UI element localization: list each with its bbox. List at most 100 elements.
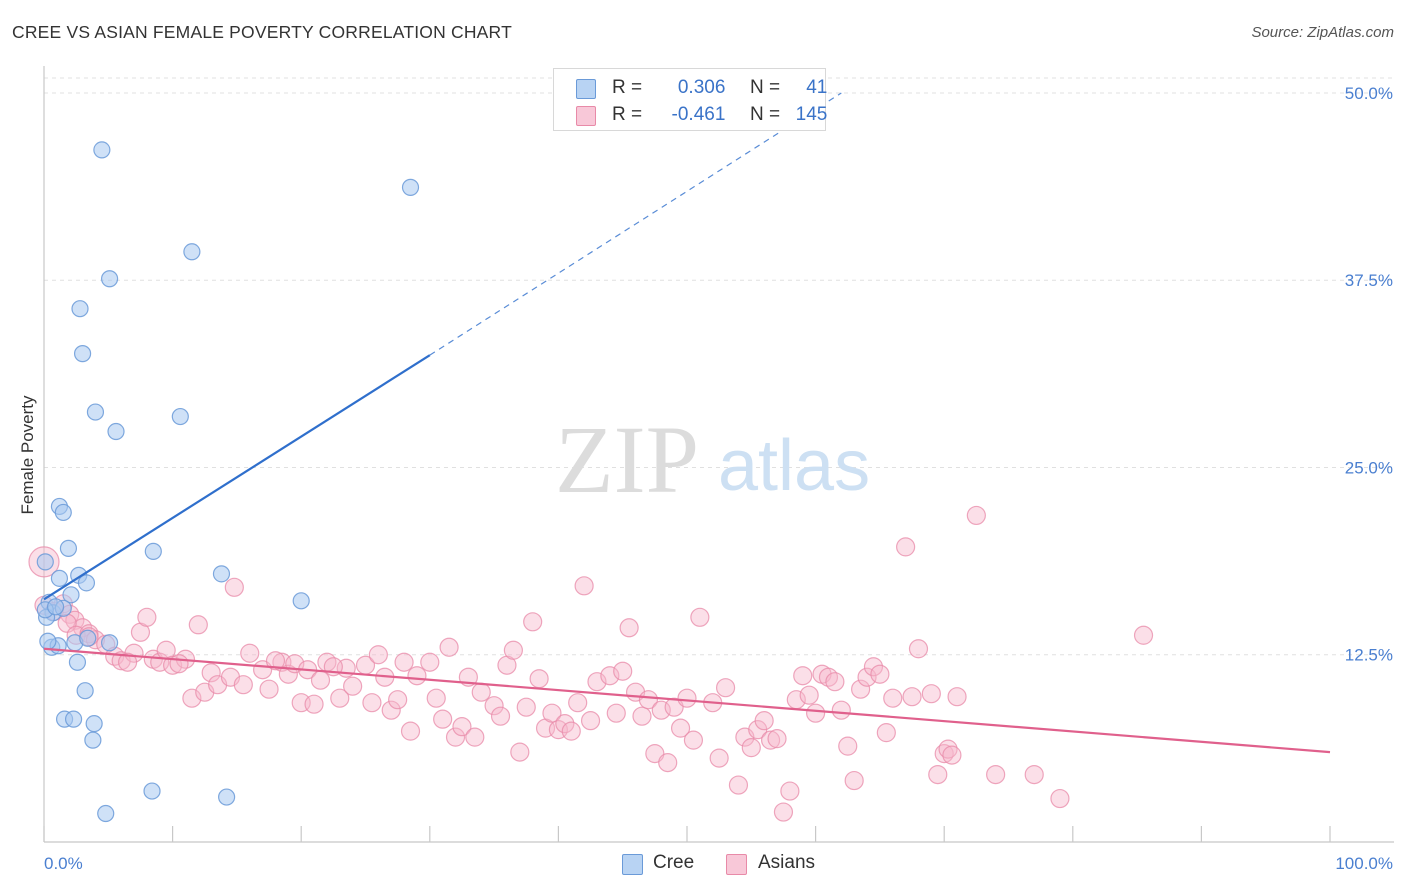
asian-point xyxy=(433,709,453,729)
asian-point xyxy=(851,679,871,699)
asian-point xyxy=(986,764,1006,785)
asian-point xyxy=(420,652,440,672)
cree-point xyxy=(59,539,78,557)
asian-point xyxy=(224,577,244,597)
x-tick-label: 100.0% xyxy=(1335,854,1393,873)
cree-point xyxy=(85,715,103,733)
asian-point xyxy=(831,700,851,720)
cree-point xyxy=(77,574,96,592)
asians-legend-label: Asians xyxy=(758,852,816,873)
cree-point xyxy=(39,632,57,650)
asian-point xyxy=(728,775,749,795)
asian-point xyxy=(445,727,466,747)
asian-point xyxy=(542,703,562,723)
cree-points xyxy=(36,141,420,823)
asian-point xyxy=(388,690,408,710)
asian-point xyxy=(362,693,382,713)
cree-point xyxy=(62,586,80,604)
asian-point xyxy=(947,687,967,707)
legend-n-label: N = xyxy=(749,77,781,98)
asian-point xyxy=(928,764,948,785)
asian-point xyxy=(510,742,530,762)
y-tick-label: 37.5% xyxy=(1345,271,1393,290)
axes xyxy=(43,66,1394,843)
asian-point xyxy=(516,697,536,717)
cree-point xyxy=(46,598,65,616)
asian-point xyxy=(677,688,697,708)
cree-point xyxy=(54,503,72,522)
asian-point xyxy=(709,748,729,768)
asian-point xyxy=(580,711,601,731)
asian-point xyxy=(426,688,446,708)
asian-point xyxy=(259,679,279,699)
y-tick-label: 12.5% xyxy=(1345,646,1393,665)
cree-point xyxy=(64,710,83,728)
cree-point xyxy=(68,653,87,671)
asian-point xyxy=(407,666,427,686)
cree-legend-swatch xyxy=(622,854,643,875)
asian-point xyxy=(600,666,620,686)
cree-point xyxy=(218,788,236,806)
cree-point xyxy=(212,565,231,583)
asian-point xyxy=(304,694,324,714)
asian-point xyxy=(117,652,138,672)
asian-point xyxy=(503,640,523,660)
asian-point xyxy=(793,666,813,686)
asian-point xyxy=(883,688,903,708)
asian-point xyxy=(844,770,864,791)
legend-r-value: 0.306 xyxy=(677,77,726,98)
asian-point xyxy=(773,802,794,822)
asian-point xyxy=(233,675,253,695)
asian-point xyxy=(606,703,626,723)
grid-lines xyxy=(44,77,1394,656)
cree-point xyxy=(93,141,111,159)
cree-point xyxy=(401,178,420,196)
asian-point xyxy=(966,505,986,526)
asian-point xyxy=(471,682,491,702)
asian-point xyxy=(240,643,260,663)
asian-point xyxy=(523,612,543,632)
asian-point xyxy=(690,607,710,627)
cree-swatch xyxy=(576,79,596,99)
cree-point xyxy=(86,403,105,421)
asian-point xyxy=(330,688,350,708)
asians-swatch xyxy=(576,106,596,126)
asian-point xyxy=(838,736,858,756)
asian-point xyxy=(490,706,511,726)
asian-point xyxy=(452,717,472,737)
asian-point xyxy=(343,676,363,696)
asian-point xyxy=(169,654,189,674)
asian-point xyxy=(1024,764,1044,785)
cree-point xyxy=(73,345,92,363)
asian-point xyxy=(921,684,941,704)
asian-point xyxy=(942,745,962,765)
asian-point xyxy=(1050,788,1070,809)
cree-point xyxy=(84,731,102,749)
asian-point xyxy=(65,610,85,630)
asian-point xyxy=(638,690,659,710)
cree-point xyxy=(183,243,201,261)
asian-point xyxy=(394,652,414,672)
asian-point xyxy=(201,663,221,683)
asian-point xyxy=(561,721,581,741)
cree-point xyxy=(292,592,310,610)
cree-point xyxy=(171,407,189,426)
asian-point xyxy=(529,669,549,689)
asian-point xyxy=(484,696,504,716)
legend-n-value: 41 xyxy=(806,77,828,98)
asian-point xyxy=(825,672,845,692)
asian-point xyxy=(870,664,890,684)
asian-point xyxy=(760,730,781,750)
cree-legend-label: Cree xyxy=(653,852,695,873)
asian-point xyxy=(863,657,884,677)
legend-n-value: 145 xyxy=(795,104,828,125)
cree-point xyxy=(100,270,119,288)
asian-point xyxy=(754,711,774,731)
legend-r-value: -0.461 xyxy=(671,104,726,125)
asian-point xyxy=(439,637,459,657)
cree-point xyxy=(76,682,94,700)
cree-trend-line xyxy=(43,354,431,601)
asians-legend-swatch xyxy=(726,854,747,875)
asian-point xyxy=(568,693,588,713)
